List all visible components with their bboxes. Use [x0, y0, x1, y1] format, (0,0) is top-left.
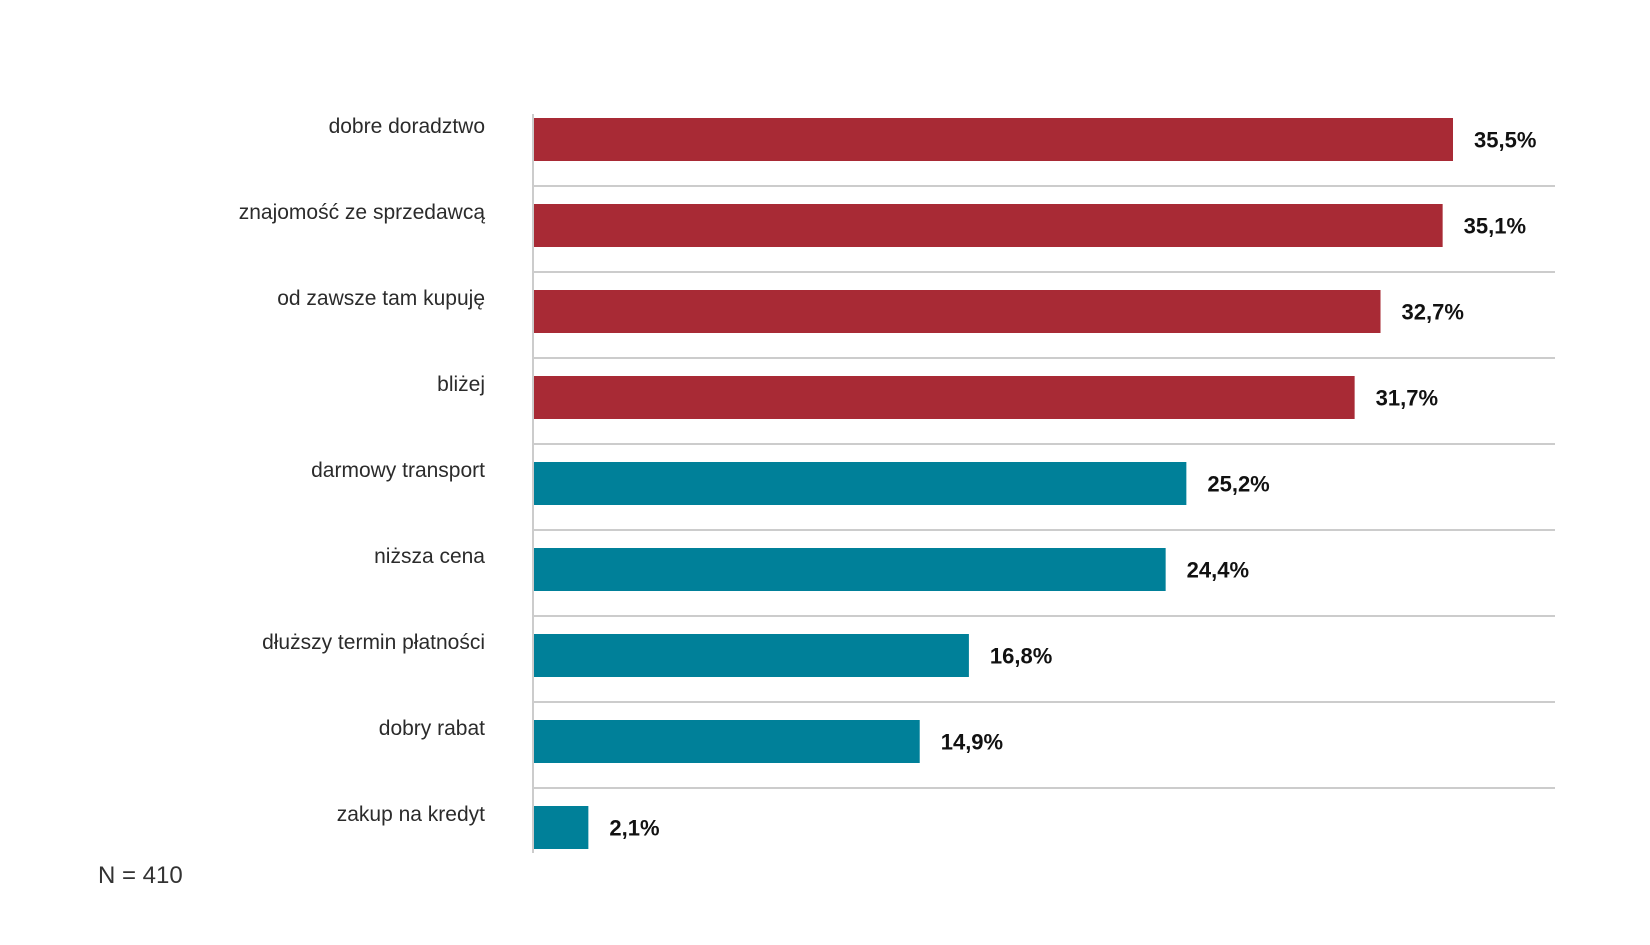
labels-layer: dobre doradztwo 35,5% znajomość ze sprzeda… [239, 115, 1537, 841]
value-label: 35,1% [1464, 214, 1526, 239]
bars-layer [534, 118, 1453, 849]
bar [534, 462, 1187, 505]
value-label: 14,9% [941, 730, 1003, 755]
category-label: od zawsze tam kupuję [277, 287, 485, 310]
bar [534, 118, 1453, 161]
value-label: 24,4% [1187, 558, 1249, 583]
bar [534, 634, 969, 677]
value-label: 32,7% [1402, 300, 1464, 325]
value-label: 35,5% [1474, 128, 1536, 153]
grid-layer [533, 185, 1555, 789]
category-label: dobry rabat [379, 717, 485, 740]
bar [534, 290, 1381, 333]
sample-size-note: N = 410 [98, 862, 183, 889]
value-label: 25,2% [1207, 472, 1269, 497]
value-label: 31,7% [1376, 386, 1438, 411]
category-label: bliżej [437, 373, 485, 396]
category-label: darmowy transport [311, 459, 485, 482]
bar [534, 376, 1355, 419]
category-label: zakup na kredyt [337, 803, 485, 826]
bar [534, 806, 589, 849]
bar [534, 204, 1443, 247]
category-label: dłuższy termin płatności [262, 631, 485, 654]
bar [534, 548, 1166, 591]
bar [534, 720, 920, 763]
value-label: 16,8% [990, 644, 1052, 669]
category-label: niższa cena [374, 545, 485, 568]
category-label: dobre doradztwo [329, 115, 485, 138]
category-label: znajomość ze sprzedawcą [239, 201, 486, 224]
value-label: 2,1% [609, 816, 659, 841]
